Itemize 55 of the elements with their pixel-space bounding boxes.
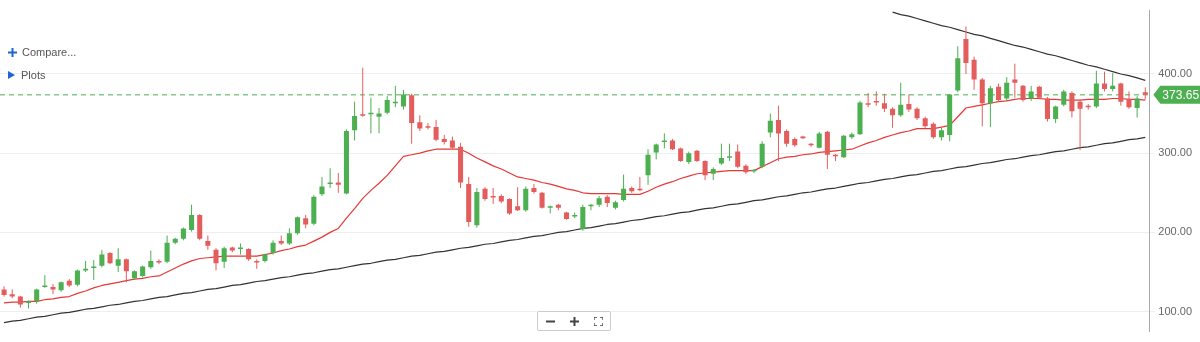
candlestick	[1, 285, 7, 298]
candlestick	[327, 167, 333, 189]
candlestick	[376, 107, 382, 134]
y-tick-label: 300.00	[1158, 146, 1193, 159]
annotation: Plots	[21, 69, 46, 81]
candlestick	[963, 25, 969, 75]
candlestick	[237, 242, 243, 256]
ref-line-label: 373.65	[1162, 88, 1200, 103]
candlestick	[645, 148, 651, 186]
y-tick-label: 100.00	[1158, 304, 1193, 317]
candlestick	[335, 172, 341, 194]
candlestick	[1069, 90, 1075, 119]
candlestick	[996, 82, 1002, 103]
candlestick	[115, 247, 121, 273]
candlestick	[523, 185, 529, 213]
y-tick-label: 200.00	[1158, 225, 1193, 238]
candlestick	[824, 130, 830, 170]
candlestick	[759, 140, 765, 169]
candlestick	[531, 183, 537, 195]
candlestick	[213, 247, 219, 271]
candlestick	[767, 113, 773, 138]
candlestick	[1012, 63, 1018, 99]
candlestick	[164, 235, 170, 264]
candlestick	[865, 92, 871, 108]
candlestick	[621, 174, 627, 202]
candlestick	[197, 213, 203, 241]
candlestick	[775, 105, 781, 162]
y-tick-label: 400.00	[1158, 67, 1193, 79]
candlestick	[433, 119, 439, 142]
candlestick	[971, 56, 977, 91]
candlestick	[1110, 72, 1116, 92]
candlestick	[50, 283, 56, 295]
candlestick	[841, 134, 847, 159]
candlestick	[515, 186, 521, 212]
candlestick	[189, 204, 195, 233]
candlestick	[352, 101, 358, 141]
candlestick	[221, 246, 227, 269]
candlestick	[890, 106, 896, 129]
candlestick	[1126, 90, 1132, 110]
candlestick	[702, 159, 708, 181]
annotation: Compare...	[22, 46, 77, 58]
candlestick	[881, 93, 887, 113]
candlestick	[580, 204, 586, 232]
candlestick	[319, 176, 325, 197]
candlestick	[906, 94, 912, 113]
candlestick	[425, 122, 431, 130]
candlestick	[360, 67, 366, 118]
candlestick	[148, 250, 154, 270]
candlestick	[91, 259, 97, 281]
candlestick	[1044, 96, 1050, 122]
candlestick	[979, 77, 985, 127]
candlestick	[205, 235, 211, 251]
candlestick	[735, 143, 741, 169]
candlestick	[1102, 71, 1108, 92]
candlestick	[1077, 98, 1083, 151]
